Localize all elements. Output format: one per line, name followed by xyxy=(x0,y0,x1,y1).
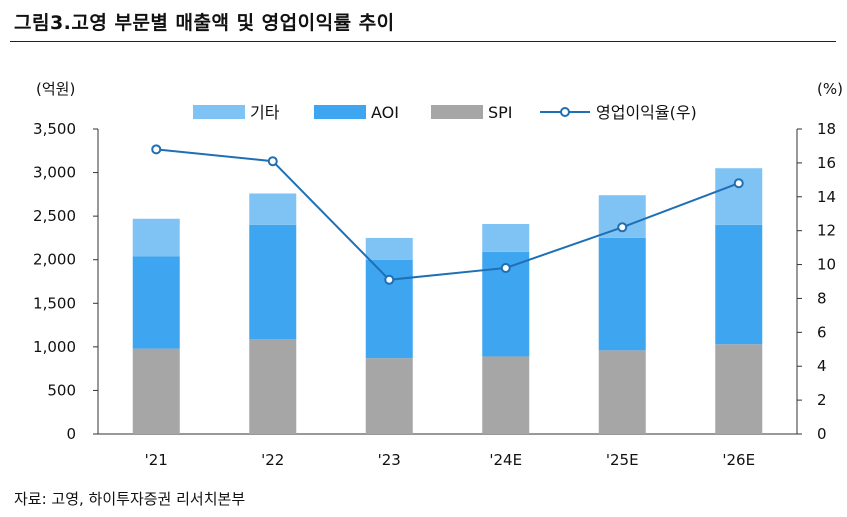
x-tick-label: '22 xyxy=(261,451,284,469)
title-divider xyxy=(10,41,836,42)
left-tick-label: 500 xyxy=(47,381,76,399)
bar-spi-3 xyxy=(482,356,530,434)
left-tick-label: 3,000 xyxy=(33,164,76,182)
bar-spi-2 xyxy=(365,358,413,434)
margin-point-5 xyxy=(733,178,744,189)
right-tick-label: 12 xyxy=(817,222,836,240)
x-tick-label: '26E xyxy=(722,451,755,469)
bar-aoi-0 xyxy=(132,256,180,349)
legend-label: AOI xyxy=(371,103,399,122)
left-axis-unit: (억원) xyxy=(36,80,75,98)
bar--3 xyxy=(482,223,530,252)
x-tick-label: '21 xyxy=(145,451,168,469)
right-tick-label: 14 xyxy=(817,188,836,206)
bar--1 xyxy=(249,193,297,225)
legend-label: SPI xyxy=(488,103,513,122)
right-tick-label: 8 xyxy=(817,289,827,307)
margin-point-1 xyxy=(267,156,278,167)
right-axis-unit: (%) xyxy=(817,80,843,98)
right-tick-label: 4 xyxy=(817,357,827,375)
left-tick-label: 1,500 xyxy=(33,294,76,312)
legend-label: 기타 xyxy=(250,103,280,122)
x-tick-label: '25E xyxy=(606,451,639,469)
right-tick-label: 2 xyxy=(817,391,827,409)
bar-spi-5 xyxy=(715,344,763,434)
right-tick-label: 10 xyxy=(817,256,836,274)
legend-swatch-기타 xyxy=(193,105,245,119)
source-note: 자료: 고영, 하이투자증권 리서치본부 xyxy=(14,490,246,508)
bar-aoi-5 xyxy=(715,224,763,345)
right-tick-label: 6 xyxy=(817,323,827,341)
x-tick-label: '24E xyxy=(489,451,522,469)
margin-point-3 xyxy=(500,262,511,273)
margin-point-4 xyxy=(617,222,628,233)
chart-title: 그림3.고영 부문별 매출액 및 영업이익률 추이 xyxy=(14,12,395,34)
right-tick-label: 16 xyxy=(817,154,836,172)
bar--2 xyxy=(365,237,413,260)
left-tick-label: 0 xyxy=(66,425,76,443)
legend-label: 영업이익율(우) xyxy=(596,103,697,122)
left-tick-label: 2,000 xyxy=(33,251,76,269)
bar-spi-4 xyxy=(598,350,646,434)
bar-aoi-2 xyxy=(365,259,413,359)
left-tick-label: 1,000 xyxy=(33,338,76,356)
right-tick-label: 0 xyxy=(817,425,827,443)
right-tick-label: 18 xyxy=(817,120,836,138)
legend-line-marker xyxy=(560,107,570,117)
left-tick-label: 3,500 xyxy=(33,120,76,138)
legend-swatch-SPI xyxy=(431,105,483,119)
bar-spi-1 xyxy=(249,339,297,434)
bar--5 xyxy=(715,168,763,225)
legend-swatch-AOI xyxy=(314,105,366,119)
x-tick-label: '23 xyxy=(378,451,401,469)
bar-spi-0 xyxy=(132,348,180,434)
margin-point-2 xyxy=(384,274,395,285)
bar-aoi-1 xyxy=(249,224,297,340)
margin-line xyxy=(156,148,740,281)
bar-aoi-4 xyxy=(598,237,646,351)
bar--0 xyxy=(132,218,180,257)
margin-point-0 xyxy=(151,144,162,155)
left-tick-label: 2,500 xyxy=(33,207,76,225)
